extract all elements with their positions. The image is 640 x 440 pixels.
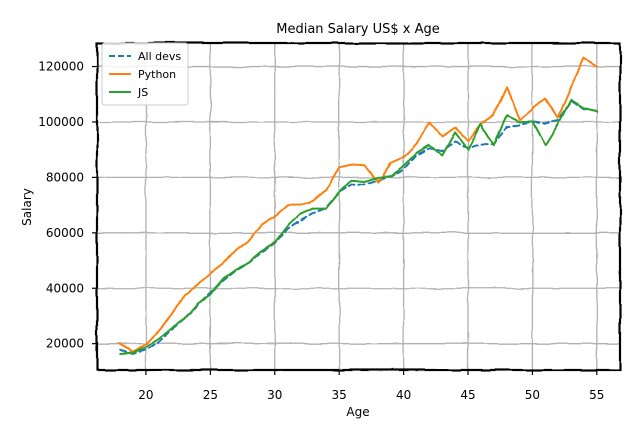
- y-tick-label: 120000: [38, 60, 84, 74]
- series-line-js: [119, 98, 598, 355]
- x-tick-label: 55: [589, 388, 604, 402]
- legend-box: [101, 42, 189, 106]
- y-tick-label: 80000: [46, 170, 84, 184]
- x-tick-label: 25: [203, 388, 218, 402]
- y-tick-label: 60000: [46, 226, 84, 240]
- x-tick-label: 45: [460, 388, 475, 402]
- x-tick-label: 30: [267, 388, 282, 402]
- legend-label-js: JS: [137, 86, 148, 99]
- x-tick-label: 40: [396, 388, 411, 402]
- legend-label-all-devs: All devs: [138, 50, 181, 63]
- y-tick-label: 40000: [46, 281, 84, 295]
- y-axis-label: Salary: [20, 188, 34, 226]
- plot-frame: [95, 41, 622, 372]
- legend: All devs Python JS: [101, 42, 189, 106]
- x-tick-label: 20: [138, 388, 153, 402]
- legend-label-python: Python: [138, 68, 176, 81]
- series-line-all-devs: [119, 100, 598, 355]
- x-axis-ticks: 20 25 30 35 40 45 50 55: [138, 370, 604, 402]
- series-line-python: [119, 57, 598, 353]
- y-tick-label: 20000: [46, 337, 84, 351]
- y-tick-label: 100000: [38, 115, 84, 129]
- x-tick-label: 35: [332, 388, 347, 402]
- x-tick-label: 50: [525, 388, 540, 402]
- x-axis-label: Age: [346, 405, 369, 419]
- y-axis-ticks: 20000 40000 60000 80000 100000 120000: [38, 60, 97, 351]
- series-lines: [119, 57, 598, 355]
- chart-title: Median Salary US$ x Age: [276, 22, 440, 37]
